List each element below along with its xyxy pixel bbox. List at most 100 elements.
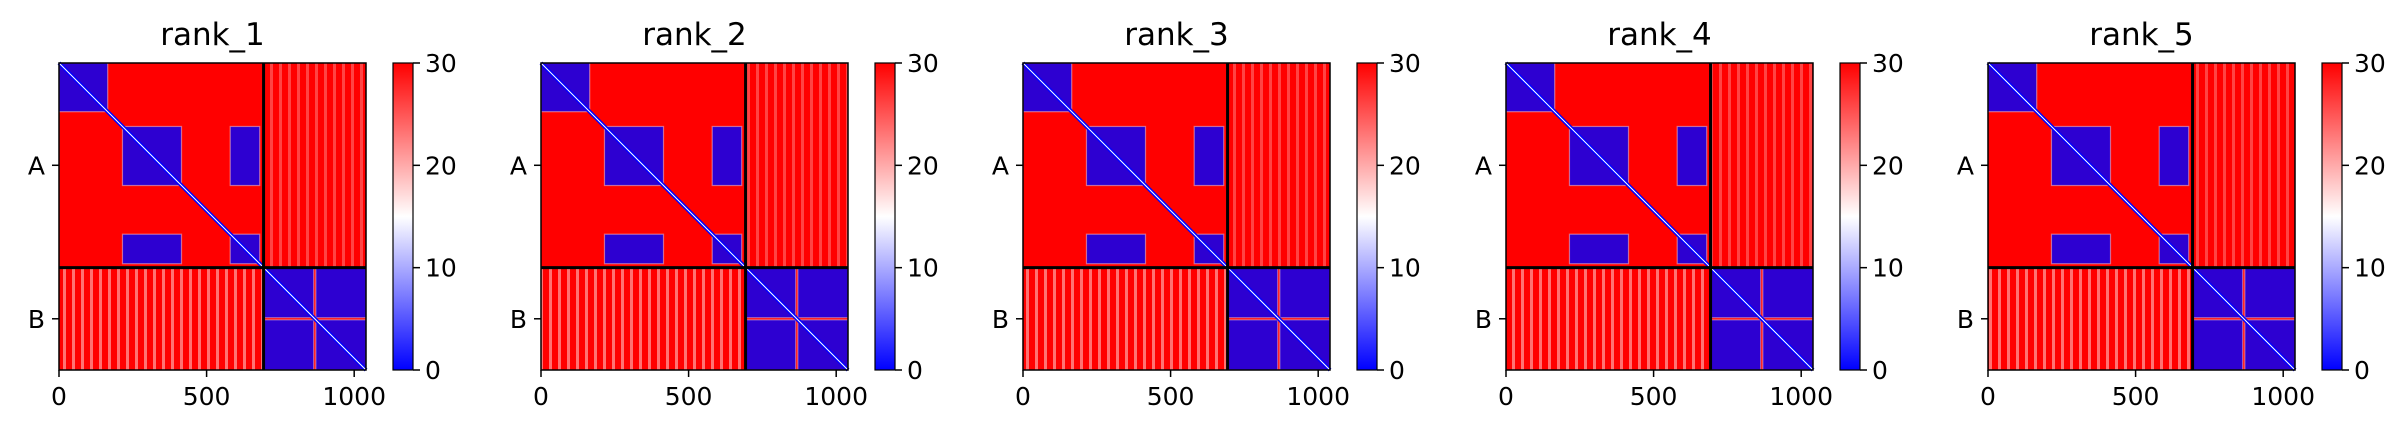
colorbar-tick-label: 10 xyxy=(1389,254,1421,283)
colorbar-tick-label: 30 xyxy=(2354,49,2386,78)
colorbar-tick-label: 0 xyxy=(425,356,441,385)
colorbar-tick-label: 30 xyxy=(425,49,457,78)
colorbar-tick-label: 0 xyxy=(1389,356,1405,385)
plot-frame xyxy=(1505,62,1814,371)
domain-block xyxy=(1568,233,1630,265)
colorbar xyxy=(2321,62,2343,371)
panel-title: rank_4 xyxy=(1607,17,1712,53)
x-tick-label: 0 xyxy=(1980,382,1996,411)
domain-block xyxy=(2050,233,2112,265)
colorbar-tick-label: 10 xyxy=(425,254,457,283)
interchain-texture xyxy=(263,63,366,268)
colorbar-tick-label: 10 xyxy=(1872,254,1904,283)
colorbar-tick-label: 0 xyxy=(1872,356,1888,385)
domain-block xyxy=(262,319,315,371)
plot-frame xyxy=(540,62,849,371)
diagonal-line xyxy=(540,62,849,371)
chain-label: B xyxy=(1957,305,1974,334)
domain-block xyxy=(1676,125,1708,187)
x-tick-label: 500 xyxy=(665,382,713,411)
domain-block xyxy=(744,319,797,371)
domain-block xyxy=(315,266,367,319)
chain-label: B xyxy=(28,305,45,334)
colorbar xyxy=(1839,62,1861,371)
x-tick-label: 500 xyxy=(183,382,231,411)
domain-block xyxy=(1226,319,1279,371)
domain-block xyxy=(711,125,743,187)
diagonal-line xyxy=(1505,62,1814,371)
colorbar-tick-label: 30 xyxy=(1389,49,1421,78)
domain-block xyxy=(1085,233,1147,265)
colorbar-tick-label: 10 xyxy=(2354,254,2386,283)
interchain-texture xyxy=(1023,267,1228,370)
diagonal-line xyxy=(1022,62,1331,371)
domain-block xyxy=(121,233,183,265)
x-tick-label: 1000 xyxy=(2251,382,2315,411)
panel-title: rank_1 xyxy=(160,17,265,53)
domain-block xyxy=(1709,319,1762,371)
x-tick-label: 1000 xyxy=(804,382,868,411)
chain-label: A xyxy=(510,151,527,180)
x-tick-label: 1000 xyxy=(322,382,386,411)
plot-frame xyxy=(58,62,367,371)
interchain-texture xyxy=(2192,63,2295,268)
colorbar-tick-label: 20 xyxy=(425,151,457,180)
domain-block xyxy=(603,233,665,265)
colorbar-tick-label: 30 xyxy=(907,49,939,78)
interchain-texture xyxy=(1710,63,1813,268)
chain-label: A xyxy=(28,151,45,180)
chain-label: A xyxy=(1475,151,1492,180)
x-tick-label: 1000 xyxy=(1286,382,1350,411)
domain-block xyxy=(2244,266,2296,319)
panel-4: rank_4 0 500 1000 A B 0 10 20 30 xyxy=(1475,17,1904,411)
domain-block xyxy=(229,125,261,187)
chain-label: B xyxy=(510,305,527,334)
colorbar-tick-label: 10 xyxy=(907,254,939,283)
panel-5: rank_5 0 500 1000 A B 0 10 20 30 xyxy=(1957,17,2386,411)
interchain-texture xyxy=(1227,63,1330,268)
colorbar-tick-label: 20 xyxy=(907,151,939,180)
colorbar-tick-label: 0 xyxy=(2354,356,2370,385)
colorbar-tick-label: 30 xyxy=(1872,49,1904,78)
panel-title: rank_5 xyxy=(2089,17,2194,53)
x-tick-label: 500 xyxy=(1147,382,1195,411)
domain-block xyxy=(1193,125,1225,187)
colorbar xyxy=(392,62,414,371)
panel-title: rank_2 xyxy=(642,17,747,53)
x-tick-label: 0 xyxy=(533,382,549,411)
diagonal-line xyxy=(58,62,367,371)
panel-title: rank_3 xyxy=(1124,17,1229,53)
domain-block xyxy=(1279,266,1331,319)
colorbar-tick-label: 20 xyxy=(2354,151,2386,180)
x-tick-label: 0 xyxy=(1498,382,1514,411)
x-tick-label: 500 xyxy=(1630,382,1678,411)
x-tick-label: 500 xyxy=(2112,382,2160,411)
domain-block xyxy=(2158,125,2190,187)
interchain-texture xyxy=(1506,267,1711,370)
chain-label: B xyxy=(1475,305,1492,334)
x-tick-label: 1000 xyxy=(1769,382,1833,411)
interchain-texture xyxy=(745,63,848,268)
colorbar xyxy=(874,62,896,371)
panel-2: rank_2 0 500 1000 A B 0 10 20 30 xyxy=(510,17,939,411)
chain-label: B xyxy=(992,305,1009,334)
chain-label: A xyxy=(992,151,1009,180)
colorbar-tick-label: 20 xyxy=(1872,151,1904,180)
panel-3: rank_3 0 500 1000 A B 0 10 20 30 xyxy=(992,17,1421,411)
diagonal-line xyxy=(1987,62,2296,371)
colorbar-tick-label: 0 xyxy=(907,356,923,385)
colorbar-tick-label: 20 xyxy=(1389,151,1421,180)
domain-block xyxy=(2191,319,2244,371)
interchain-texture xyxy=(541,267,746,370)
panel-1: rank_1 0 500 1000 A B 0 10 20 30 xyxy=(28,17,457,411)
domain-block xyxy=(1762,266,1814,319)
chain-label: A xyxy=(1957,151,1974,180)
interchain-texture xyxy=(59,267,264,370)
x-tick-label: 0 xyxy=(51,382,67,411)
colorbar xyxy=(1356,62,1378,371)
x-tick-label: 0 xyxy=(1015,382,1031,411)
domain-block xyxy=(797,266,849,319)
plot-frame xyxy=(1022,62,1331,371)
